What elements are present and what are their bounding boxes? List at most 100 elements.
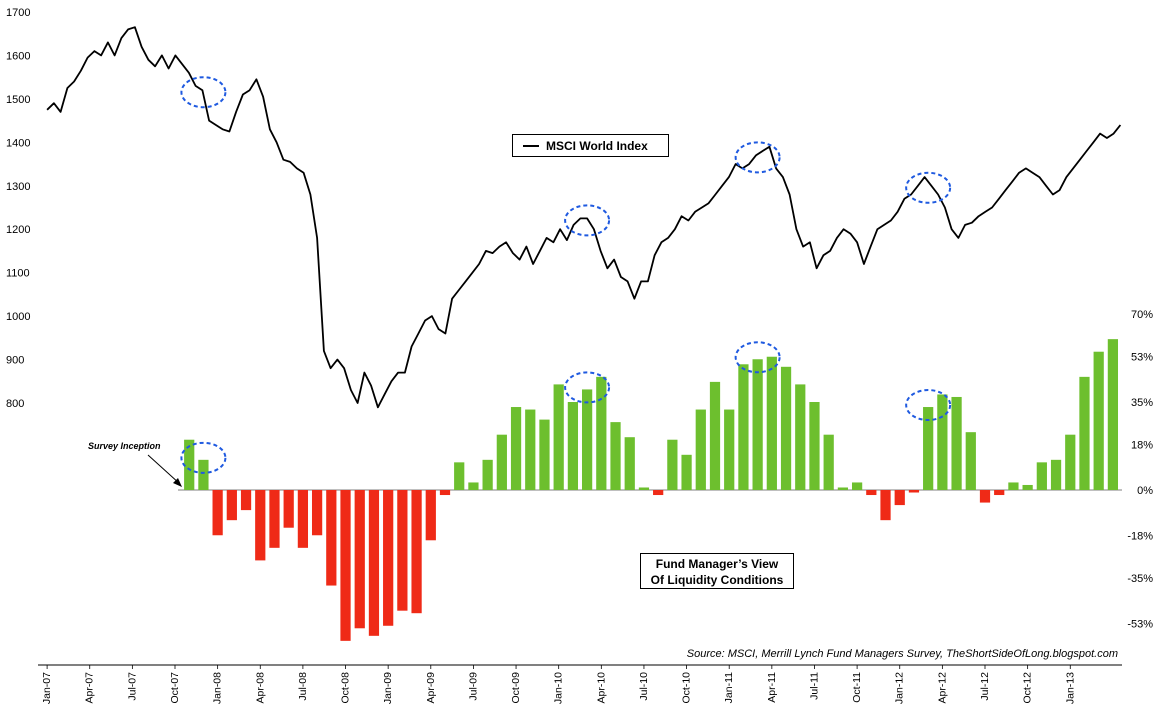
left-axis-tick-label: 900 <box>6 355 24 367</box>
x-tick-label: Oct-08 <box>340 672 352 704</box>
legend-label: MSCI World Index <box>546 138 648 153</box>
bar-highlight-ellipse <box>905 389 952 422</box>
x-tick-label: Oct-12 <box>1022 672 1034 704</box>
bar <box>383 490 394 626</box>
bar <box>1008 482 1019 490</box>
x-tick-label: Jan-13 <box>1064 672 1076 704</box>
bar <box>1079 376 1090 490</box>
bar <box>695 409 706 490</box>
bar <box>567 402 579 490</box>
x-tick-label: Apr-09 <box>425 672 437 704</box>
line-highlight-ellipse <box>180 76 227 109</box>
x-tick-label: Jul-11 <box>808 672 820 700</box>
legend: MSCI World Index <box>512 134 669 157</box>
x-tick-label: Jul-10 <box>638 672 650 701</box>
bar <box>425 490 436 541</box>
bar <box>681 454 692 490</box>
survey-inception-label: Survey Inception <box>88 441 161 451</box>
left-axis-tick-label: 1200 <box>6 224 30 236</box>
right-axis-tick-label: 18% <box>1131 440 1153 452</box>
left-axis-tick-label: 1000 <box>6 311 30 323</box>
x-tick-label: Apr-08 <box>254 672 266 704</box>
x-tick-label: Jul-07 <box>126 672 138 701</box>
bar <box>311 490 323 536</box>
bar <box>951 396 962 490</box>
x-tick-label: Oct-10 <box>681 672 693 704</box>
x-tick-label: Jan-09 <box>382 672 394 704</box>
bar <box>439 490 451 496</box>
bar <box>1022 484 1033 490</box>
source-note: Source: MSCI, Merrill Lynch Fund Manager… <box>686 648 1118 660</box>
survey-inception-arrowhead <box>173 478 182 487</box>
bar <box>624 437 635 490</box>
bar <box>368 490 380 636</box>
bar <box>979 490 991 503</box>
bar <box>851 482 863 490</box>
left-axis-tick-label: 1500 <box>6 94 30 106</box>
x-tick-label: Jul-09 <box>467 672 479 701</box>
bar <box>1093 351 1104 490</box>
bar <box>510 407 522 490</box>
survey-inception-arrow <box>147 454 181 485</box>
bar <box>581 389 593 490</box>
left-axis-tick-label: 1600 <box>6 50 30 62</box>
bar <box>1107 339 1119 490</box>
x-tick-label: Apr-07 <box>84 672 96 704</box>
bar <box>496 434 507 490</box>
bar <box>184 439 195 490</box>
axes <box>38 489 1122 669</box>
bar <box>653 490 664 496</box>
x-tick-label: Apr-10 <box>595 672 607 704</box>
bar <box>752 359 763 490</box>
x-tick-label: Jan-11 <box>723 672 735 703</box>
bar <box>255 490 266 561</box>
bar <box>837 487 849 490</box>
bar <box>411 490 422 614</box>
bar <box>283 490 294 528</box>
bar <box>809 402 820 490</box>
x-tick-label: Apr-11 <box>766 672 778 703</box>
bar <box>1050 459 1062 490</box>
bar <box>468 482 479 490</box>
bar <box>539 419 550 490</box>
bar <box>553 384 564 490</box>
bar <box>766 356 777 490</box>
bar <box>1036 462 1047 490</box>
bar <box>795 384 806 490</box>
left-axis-tick-label: 1300 <box>6 181 30 193</box>
x-tick-label: Jan-07 <box>41 672 53 704</box>
right-axis-tick-label: -35% <box>1127 573 1153 585</box>
bar <box>482 459 493 490</box>
x-tick-label: Apr-12 <box>936 672 948 704</box>
bar <box>610 422 621 490</box>
left-axis-tick-label: 1400 <box>6 137 30 149</box>
right-axis-tick-label: -53% <box>1127 618 1153 630</box>
bar <box>908 490 920 493</box>
labels: 800 900 1000 1100 1200 1300 1400 1500 1600 1700 70… <box>6 7 1153 704</box>
x-tick-label: Oct-07 <box>169 672 181 704</box>
left-axis-tick-label: 800 <box>6 398 24 410</box>
x-tick-label: Jan-08 <box>212 672 224 704</box>
bar-highlight-ellipse <box>564 371 611 404</box>
line-highlight-ellipse <box>734 141 781 174</box>
bar <box>525 409 536 490</box>
bar-highlight-ellipse <box>734 341 781 374</box>
bar <box>880 490 891 521</box>
bar <box>212 490 223 536</box>
bar <box>198 459 209 490</box>
bar-highlight-ellipse <box>180 441 227 474</box>
bar <box>596 376 607 490</box>
liquidity-label-line2: Of Liquidity Conditions <box>650 573 784 587</box>
bar <box>354 490 365 629</box>
bar <box>724 409 735 490</box>
bar <box>1065 434 1076 490</box>
msci-world-index-line <box>46 26 1122 409</box>
x-tick-label: Jul-12 <box>979 672 991 701</box>
left-axis-tick-label: 1700 <box>6 7 30 19</box>
x-tick-label: Jan-10 <box>553 672 565 704</box>
bar <box>823 434 834 490</box>
bar <box>923 407 934 490</box>
right-axis-tick-label: -18% <box>1127 530 1153 542</box>
bar <box>326 490 337 586</box>
